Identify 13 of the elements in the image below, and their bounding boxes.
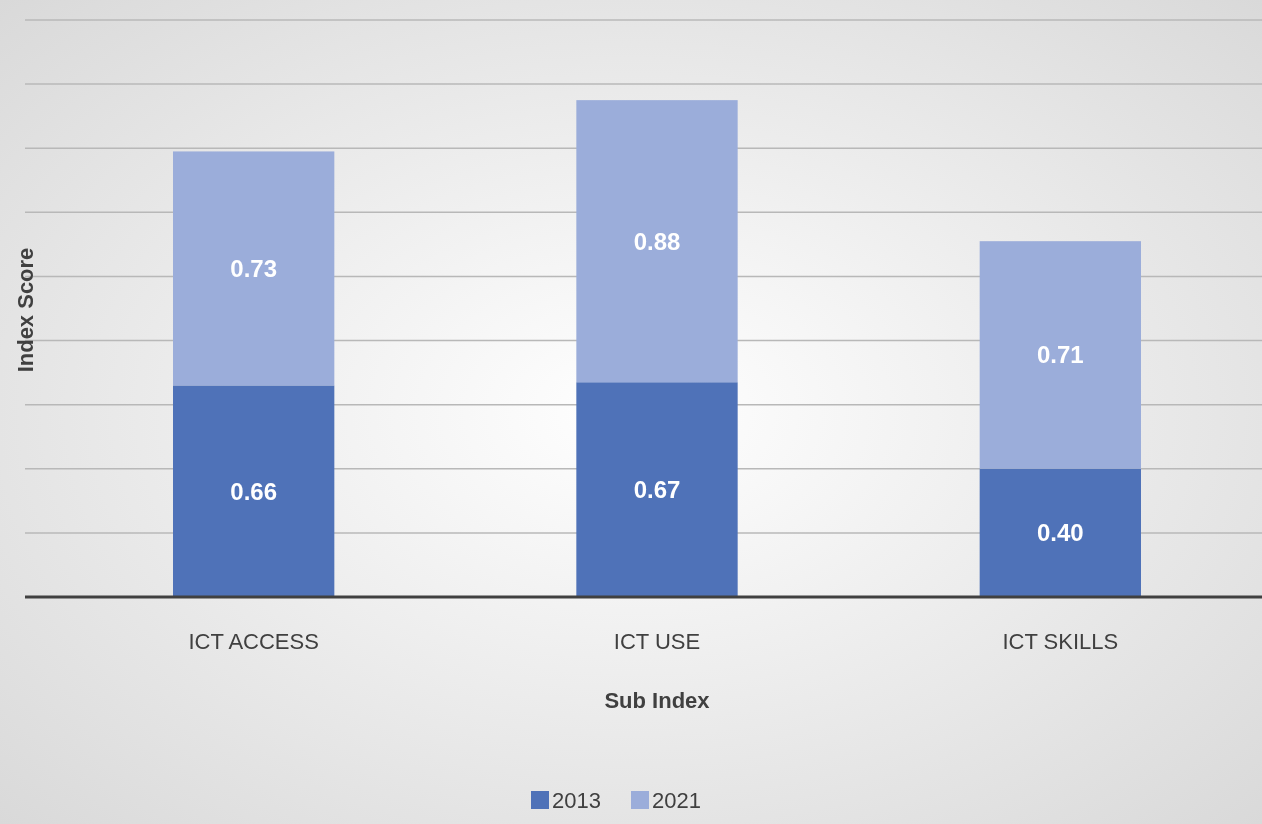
x-tick-label: ICT SKILLS xyxy=(1002,628,1119,654)
data-label: 0.40 xyxy=(1036,519,1084,547)
data-label: 0.88 xyxy=(633,227,681,255)
x-axis-title: Sub Index xyxy=(604,687,711,713)
data-label: 0.71 xyxy=(1036,341,1084,369)
data-label: 0.73 xyxy=(230,254,278,282)
x-tick-label: ICT ACCESS xyxy=(188,628,319,654)
y-axis-title: Index Score xyxy=(13,247,38,373)
data-label: 0.66 xyxy=(230,477,278,505)
x-tick-label: ICT USE xyxy=(613,628,701,654)
data-label: 0.67 xyxy=(633,476,681,504)
legend-label: 2013 xyxy=(552,787,601,813)
legend-label: 2021 xyxy=(652,787,701,813)
